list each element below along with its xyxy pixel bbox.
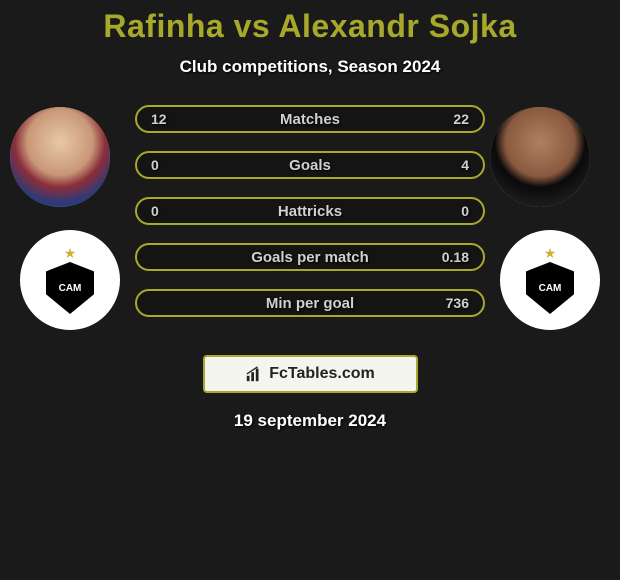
stat-left-value: 12: [151, 111, 167, 127]
player-right-club-badge: ★ CAM: [500, 230, 600, 330]
stat-left-value: 0: [151, 157, 159, 173]
stat-row-goals-per-match: Goals per match 0.18: [135, 243, 485, 271]
subtitle: Club competitions, Season 2024: [0, 57, 620, 77]
player-right-avatar: [490, 107, 590, 207]
stat-right-value: 4: [461, 157, 469, 173]
stat-row-matches: 12 Matches 22: [135, 105, 485, 133]
stat-row-hattricks: 0 Hattricks 0: [135, 197, 485, 225]
stats-list: 12 Matches 22 0 Goals 4 0 Hattricks 0 Go…: [135, 105, 485, 317]
club-shield-icon: CAM: [526, 262, 574, 314]
stat-label: Goals per match: [251, 249, 369, 266]
player-left-club-badge: ★ CAM: [20, 230, 120, 330]
stat-label: Hattricks: [278, 203, 342, 220]
chart-icon: [245, 365, 263, 383]
branding-badge[interactable]: FcTables.com: [203, 355, 418, 393]
page-title: Rafinha vs Alexandr Sojka: [0, 8, 620, 45]
club-shield-text: CAM: [59, 283, 82, 294]
comparison-date: 19 september 2024: [0, 411, 620, 431]
stat-right-value: 736: [446, 295, 469, 311]
player-face-icon: [490, 107, 590, 207]
comparison-card: Rafinha vs Alexandr Sojka Club competiti…: [0, 0, 620, 580]
stat-right-value: 0: [461, 203, 469, 219]
stat-left-value: 0: [151, 203, 159, 219]
stat-label: Min per goal: [266, 295, 354, 312]
stat-label: Goals: [289, 157, 331, 174]
player-face-icon: [10, 107, 110, 207]
stat-right-value: 0.18: [442, 249, 469, 265]
comparison-area: ★ CAM ★ CAM 12 Matches 22 0 Goals 4 0: [0, 105, 620, 335]
branding-text: FcTables.com: [269, 365, 375, 383]
stat-row-min-per-goal: Min per goal 736: [135, 289, 485, 317]
stat-right-value: 22: [453, 111, 469, 127]
club-shield-icon: CAM: [46, 262, 94, 314]
stat-label: Matches: [280, 111, 340, 128]
star-icon: ★: [64, 246, 77, 260]
club-shield-text: CAM: [539, 283, 562, 294]
stat-row-goals: 0 Goals 4: [135, 151, 485, 179]
star-icon: ★: [544, 246, 557, 260]
player-left-avatar: [10, 107, 110, 207]
